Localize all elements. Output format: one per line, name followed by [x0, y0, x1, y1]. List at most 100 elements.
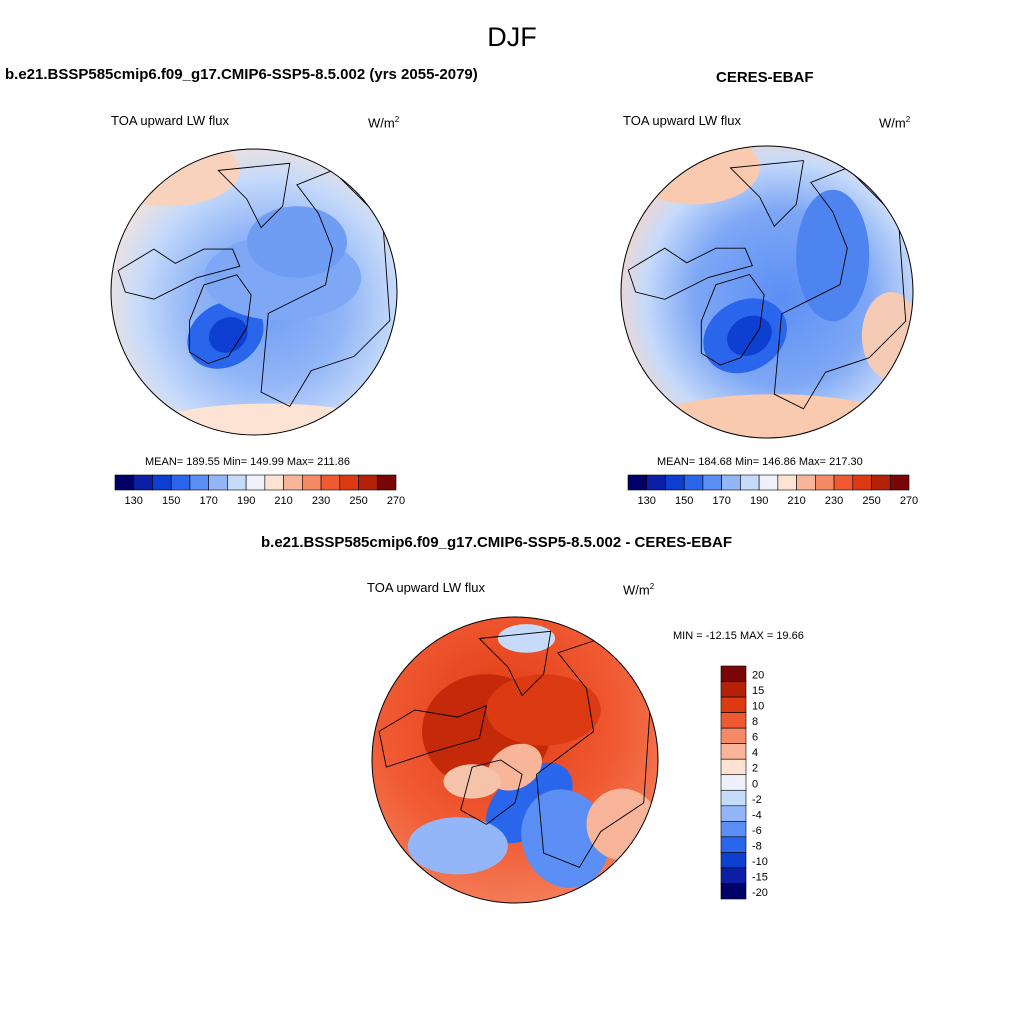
- diff-colorbar-swatch: [720, 665, 747, 682]
- diff-field-region: [488, 743, 542, 791]
- model-field-region: [208, 316, 248, 353]
- obs-colorbar-tick: 210: [787, 495, 805, 507]
- model-colorbar-swatch: [264, 474, 284, 491]
- model-colorbar-swatch: [283, 474, 303, 491]
- diff-coastline: [460, 759, 523, 825]
- obs-colorbar-swatch: [796, 474, 816, 491]
- model-colorbar-swatch: [114, 474, 135, 491]
- model-colorbar-swatch: [302, 474, 322, 491]
- obs-field-region: [635, 394, 913, 438]
- model-colorbar-swatch: [339, 474, 359, 491]
- diff-field-region: [521, 789, 609, 888]
- diff-colorbar-swatch: [720, 789, 747, 807]
- diff-map-border: [371, 616, 659, 904]
- model-coastline: [260, 169, 391, 407]
- diff-colorbar-swatch: [720, 696, 747, 713]
- obs-colorbar-swatch: [833, 474, 854, 491]
- diff-colorbar-swatch: [720, 821, 747, 838]
- diff-colorbar-tick: -4: [752, 809, 762, 821]
- model-colorbar-tick: 170: [199, 495, 217, 507]
- obs-coastline: [773, 167, 907, 410]
- obs-colorbar-swatch: [683, 474, 704, 491]
- obs-field-region: [628, 146, 760, 205]
- model-colorbar-tick: 130: [125, 495, 143, 507]
- obs-colorbar-tick: 130: [638, 495, 656, 507]
- diff-field-region: [407, 817, 508, 875]
- figure-title: DJF: [487, 22, 537, 52]
- model-map: [110, 148, 398, 436]
- model-variable-label: TOA upward LW flux: [111, 113, 230, 128]
- diff-field-region: [443, 764, 501, 799]
- diff-field-region: [586, 788, 658, 861]
- diff-field-region: [486, 674, 601, 746]
- diff-colorbar-tick: 2: [752, 763, 758, 775]
- obs-colorbar-swatch: [852, 474, 872, 491]
- diff-panel-title: b.e21.BSSP585cmip6.f09_g17.CMIP6-SSP5-8.…: [261, 534, 733, 551]
- diff-colorbar-swatch: [720, 681, 747, 698]
- obs-colorbar: 130 150 170 190 210 230 250 270: [627, 474, 918, 507]
- obs-colorbar-swatch: [740, 474, 760, 491]
- model-colorbar-tick: 150: [162, 495, 180, 507]
- diff-colorbar-tick: -20: [752, 887, 768, 899]
- diff-colorbar-tick: -8: [752, 840, 762, 852]
- obs-units-label: W/m2: [879, 115, 911, 131]
- model-colorbar-tick: 270: [387, 495, 405, 507]
- obs-colorbar-swatch: [721, 474, 741, 491]
- obs-colorbar-swatch: [702, 474, 722, 491]
- diff-colorbar-tick: -10: [752, 856, 768, 868]
- diff-colorbar-tick: 6: [752, 732, 758, 744]
- model-colorbar-tick: 190: [237, 495, 255, 507]
- model-colorbar-swatch: [227, 474, 247, 491]
- obs-coastline: [700, 273, 765, 366]
- model-stats: MEAN= 189.55 Min= 149.99 Max= 211.86: [145, 456, 350, 468]
- obs-colorbar-tick: 230: [825, 495, 843, 507]
- diff-colorbar-swatch: [720, 883, 747, 900]
- diff-colorbar-tick: 10: [752, 701, 764, 713]
- diff-coastline: [378, 704, 488, 768]
- diff-colorbar-swatch: [720, 758, 747, 776]
- model-map-border: [110, 148, 398, 436]
- model-colorbar-swatch: [320, 474, 341, 491]
- obs-colorbar-tick: 190: [750, 495, 768, 507]
- obs-colorbar-tick: 270: [900, 495, 918, 507]
- obs-coastline: [627, 247, 754, 300]
- obs-colorbar-tick: 170: [712, 495, 730, 507]
- model-colorbar: 130 150 170 190 210 230 250 270: [114, 474, 405, 507]
- diff-colorbar-tick: -6: [752, 825, 762, 837]
- diff-colorbar-swatch: [720, 836, 747, 853]
- diff-colorbar-swatch: [720, 867, 747, 884]
- diff-colorbar-tick: 15: [752, 685, 764, 697]
- obs-field-region: [727, 315, 772, 356]
- diff-colorbar-swatch: [720, 805, 747, 822]
- diff-colorbar-swatch: [720, 727, 747, 744]
- diff-colorbar-tick: 0: [752, 778, 758, 790]
- diff-stats: MIN = -12.15 MAX = 19.66: [673, 630, 804, 642]
- obs-map-border: [620, 145, 914, 439]
- diff-colorbar-tick: 20: [752, 670, 764, 682]
- model-colorbar-swatch: [152, 474, 172, 491]
- obs-colorbar-swatch: [815, 474, 835, 491]
- obs-stats: MEAN= 184.68 Min= 146.86 Max= 217.30: [657, 456, 863, 468]
- obs-colorbar-swatch: [777, 474, 797, 491]
- obs-colorbar-swatch: [646, 474, 666, 491]
- obs-field-region: [796, 189, 870, 322]
- obs-colorbar-swatch: [627, 474, 648, 491]
- model-colorbar-swatch: [245, 474, 266, 491]
- obs-map: [620, 145, 914, 439]
- obs-colorbar-tick: 250: [862, 495, 880, 507]
- model-colorbar-swatch: [376, 474, 397, 491]
- diff-colorbar-swatch: [720, 774, 747, 791]
- model-colorbar-tick: 230: [312, 495, 330, 507]
- model-field-region: [246, 206, 347, 278]
- model-colorbar-swatch: [208, 474, 228, 491]
- obs-variable-label: TOA upward LW flux: [623, 113, 742, 128]
- obs-colorbar-swatch: [758, 474, 779, 491]
- obs-colorbar-swatch: [889, 474, 910, 491]
- diff-colorbar-swatch: [720, 743, 747, 760]
- model-colorbar-swatch: [133, 474, 153, 491]
- diff-field-region: [497, 624, 556, 653]
- diff-variable-label: TOA upward LW flux: [367, 580, 486, 595]
- obs-colorbar-swatch: [665, 474, 685, 491]
